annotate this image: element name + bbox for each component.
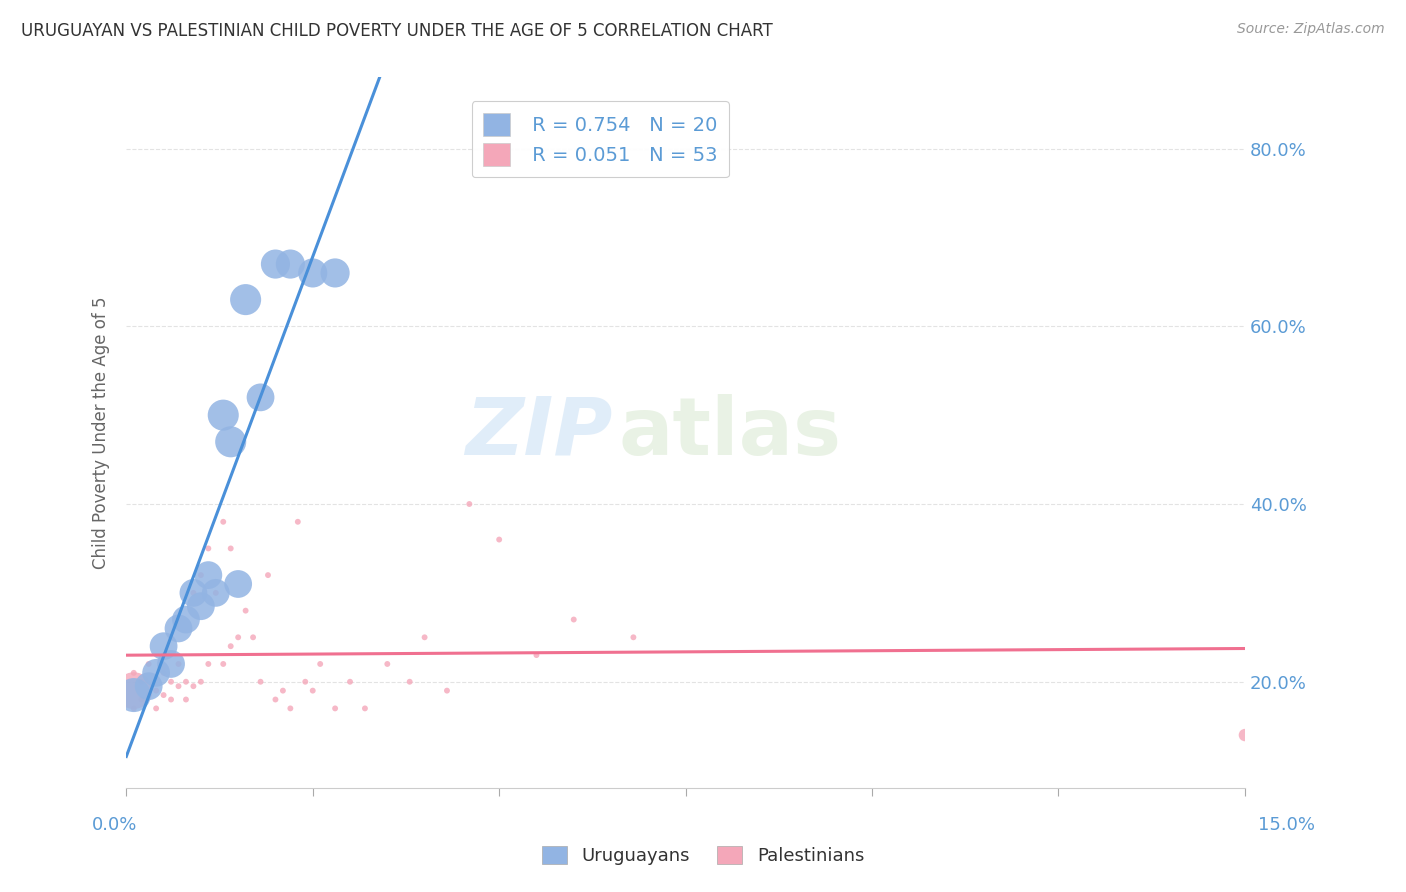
Point <box>138 679 160 693</box>
Point <box>242 630 264 644</box>
Point <box>375 657 398 671</box>
Text: atlas: atlas <box>619 394 842 472</box>
Point <box>167 679 190 693</box>
Point <box>294 674 316 689</box>
Point <box>122 665 145 680</box>
Point <box>129 692 152 706</box>
Point <box>257 568 280 582</box>
Point <box>174 692 197 706</box>
Point <box>280 257 302 271</box>
Point <box>219 639 242 653</box>
Point <box>226 630 249 644</box>
Point <box>152 665 174 680</box>
Point <box>152 688 174 702</box>
Text: 15.0%: 15.0% <box>1257 816 1315 834</box>
Point <box>167 622 190 636</box>
Point <box>122 683 145 698</box>
Point <box>190 568 212 582</box>
Point <box>323 266 346 280</box>
Point <box>174 674 197 689</box>
Point <box>145 683 167 698</box>
Point <box>204 586 226 600</box>
Point <box>264 692 287 706</box>
Point <box>145 665 167 680</box>
Point <box>280 701 302 715</box>
Point <box>219 541 242 556</box>
Point <box>1233 728 1256 742</box>
Point <box>301 683 323 698</box>
Point <box>271 683 294 698</box>
Point <box>488 533 510 547</box>
Point <box>160 692 183 706</box>
Point <box>436 683 458 698</box>
Point <box>190 674 212 689</box>
Point <box>197 568 219 582</box>
Point <box>183 679 205 693</box>
Point <box>183 586 205 600</box>
Point <box>249 674 271 689</box>
Point <box>138 688 160 702</box>
Point <box>183 586 205 600</box>
Point <box>212 515 235 529</box>
Text: ZIP: ZIP <box>465 394 613 472</box>
Point <box>204 586 226 600</box>
Legend: Uruguayans, Palestinians: Uruguayans, Palestinians <box>533 837 873 874</box>
Legend:  R = 0.754   N = 20,  R = 0.051   N = 53: R = 0.754 N = 20, R = 0.051 N = 53 <box>471 102 730 178</box>
Point <box>197 657 219 671</box>
Point <box>174 613 197 627</box>
Point <box>152 639 174 653</box>
Point <box>309 657 332 671</box>
Point <box>226 577 249 591</box>
Text: URUGUAYAN VS PALESTINIAN CHILD POVERTY UNDER THE AGE OF 5 CORRELATION CHART: URUGUAYAN VS PALESTINIAN CHILD POVERTY U… <box>21 22 773 40</box>
Point <box>413 630 436 644</box>
Point <box>138 657 160 671</box>
Point <box>235 293 257 307</box>
Point <box>122 688 145 702</box>
Point <box>621 630 644 644</box>
Point <box>160 657 183 671</box>
Point <box>249 390 271 404</box>
Point <box>301 266 323 280</box>
Point <box>197 541 219 556</box>
Point <box>323 701 346 715</box>
Point <box>219 434 242 449</box>
Point <box>122 701 145 715</box>
Y-axis label: Child Poverty Under the Age of 5: Child Poverty Under the Age of 5 <box>93 297 110 569</box>
Point <box>212 408 235 422</box>
Point <box>398 674 420 689</box>
Point <box>287 515 309 529</box>
Point <box>129 674 152 689</box>
Text: Source: ZipAtlas.com: Source: ZipAtlas.com <box>1237 22 1385 37</box>
Point <box>526 648 548 662</box>
Point <box>167 657 190 671</box>
Point <box>235 604 257 618</box>
Point <box>190 599 212 614</box>
Point <box>354 701 377 715</box>
Point <box>145 701 167 715</box>
Point <box>562 613 585 627</box>
Point <box>212 657 235 671</box>
Point <box>339 674 361 689</box>
Point <box>160 674 183 689</box>
Text: 0.0%: 0.0% <box>91 816 136 834</box>
Point <box>458 497 481 511</box>
Point <box>264 257 287 271</box>
